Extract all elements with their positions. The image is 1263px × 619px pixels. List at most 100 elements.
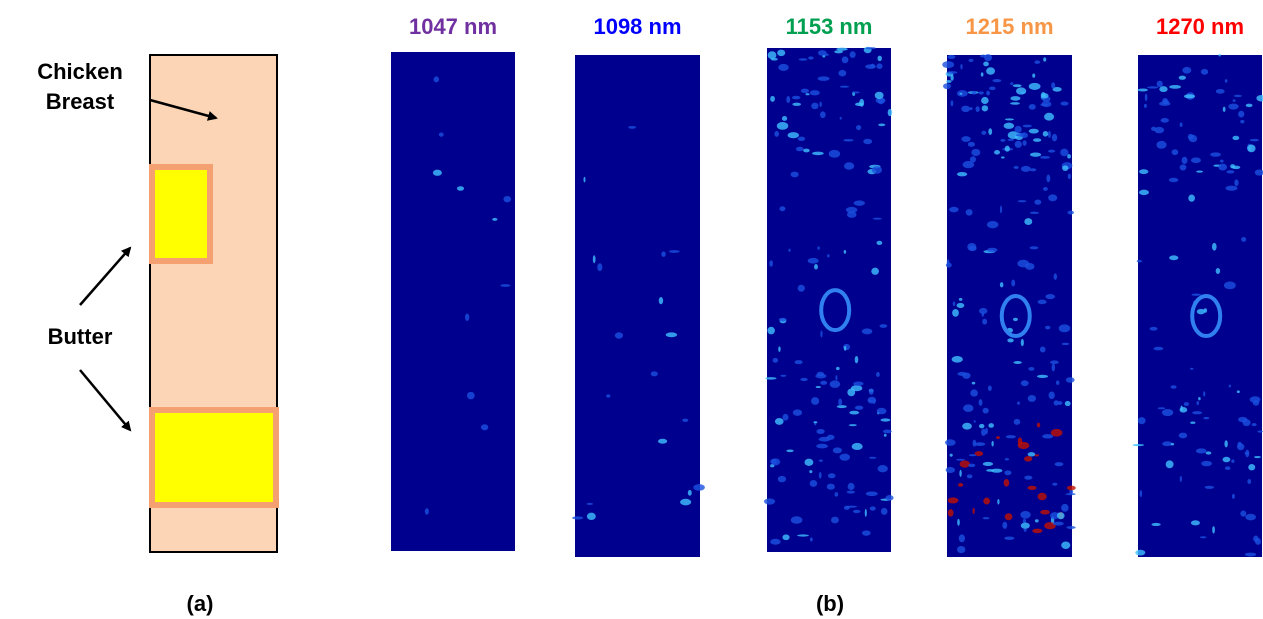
speckle	[817, 246, 820, 249]
speckle	[970, 389, 978, 396]
speckle	[1037, 375, 1048, 378]
speckle	[1179, 76, 1186, 80]
speckle	[1040, 103, 1048, 106]
speckle	[1061, 504, 1068, 512]
speckle	[791, 516, 803, 524]
speckle	[827, 435, 835, 440]
speckle	[1052, 483, 1057, 486]
image-background	[575, 55, 700, 557]
speckle	[1232, 166, 1241, 169]
speckle	[820, 381, 827, 385]
speckle	[1034, 200, 1041, 205]
speckle	[1067, 154, 1071, 158]
speckle	[875, 92, 884, 99]
speckle	[1015, 141, 1022, 148]
speckle	[854, 200, 865, 205]
speckle	[1015, 126, 1022, 133]
speckle	[1021, 339, 1024, 346]
speckle	[1024, 528, 1027, 531]
speckle	[842, 56, 849, 63]
speckle	[1182, 67, 1191, 74]
speckle	[988, 128, 992, 135]
speckle	[439, 133, 444, 137]
speckle	[1190, 422, 1195, 424]
speckle	[1226, 170, 1234, 173]
speckle	[853, 382, 863, 386]
speckle	[1232, 136, 1239, 140]
speckle	[946, 80, 951, 83]
speckle	[1005, 146, 1010, 152]
speckle	[869, 389, 874, 395]
speckle	[796, 147, 804, 152]
speckle	[1220, 160, 1224, 163]
speckle	[972, 91, 977, 95]
speckle	[956, 459, 965, 461]
speckle	[1139, 190, 1149, 195]
speckle	[986, 67, 995, 75]
speckle	[996, 436, 1000, 439]
speckle	[992, 79, 1001, 82]
speckle	[971, 149, 980, 156]
speckle	[810, 537, 813, 541]
wavelength-label: 1153 nm	[786, 14, 873, 39]
speckle	[1010, 82, 1013, 85]
speckle	[816, 386, 821, 388]
speckle	[457, 186, 464, 191]
speckle	[1180, 123, 1183, 127]
speckle	[881, 508, 888, 515]
speckle	[973, 508, 975, 514]
speckle	[865, 47, 876, 49]
speckle	[583, 177, 585, 183]
speckle	[877, 408, 887, 415]
speckle	[997, 499, 999, 505]
speckle	[1048, 194, 1057, 201]
speckle	[1250, 139, 1259, 141]
speckle	[851, 385, 862, 391]
speckle	[1203, 391, 1205, 396]
speckle	[1006, 435, 1016, 438]
speckle	[1223, 107, 1226, 112]
speckle	[1161, 118, 1169, 123]
speckle	[988, 423, 994, 428]
speckle	[967, 474, 973, 478]
speckle	[1030, 246, 1039, 249]
spectral-image	[764, 47, 894, 552]
speckle	[974, 442, 985, 446]
speckle	[818, 50, 827, 56]
spectral-image	[942, 54, 1076, 557]
speckle	[1132, 444, 1144, 446]
speckle	[844, 506, 850, 510]
speckle	[806, 93, 810, 95]
wavelength-label: 1270 nm	[1156, 14, 1244, 39]
speckle	[797, 534, 809, 536]
speckle	[659, 297, 663, 304]
speckle	[831, 517, 839, 524]
speckle	[1190, 368, 1193, 370]
speckle	[1197, 401, 1200, 405]
speckle	[1150, 327, 1158, 331]
speckle	[952, 356, 963, 363]
speckle	[847, 491, 855, 494]
speckle	[1016, 87, 1026, 94]
speckle	[1035, 519, 1039, 522]
speckle	[1060, 149, 1068, 157]
speckle	[963, 404, 973, 412]
speckle	[1135, 550, 1145, 556]
speckle	[1000, 139, 1005, 142]
speckle	[770, 96, 775, 102]
speckle	[979, 399, 983, 406]
speckle	[1169, 255, 1178, 260]
speckle	[1158, 407, 1166, 409]
caption: (a)	[187, 591, 214, 616]
speckle	[1245, 450, 1249, 458]
speckle	[1242, 419, 1250, 426]
speckle	[1056, 380, 1059, 384]
speckle	[983, 462, 993, 466]
speckle	[1180, 476, 1182, 482]
speckle	[844, 346, 846, 351]
speckle	[946, 263, 952, 268]
speckle	[1043, 187, 1048, 191]
speckle	[816, 429, 824, 434]
speckle	[1184, 94, 1195, 98]
speckle	[1042, 434, 1053, 438]
